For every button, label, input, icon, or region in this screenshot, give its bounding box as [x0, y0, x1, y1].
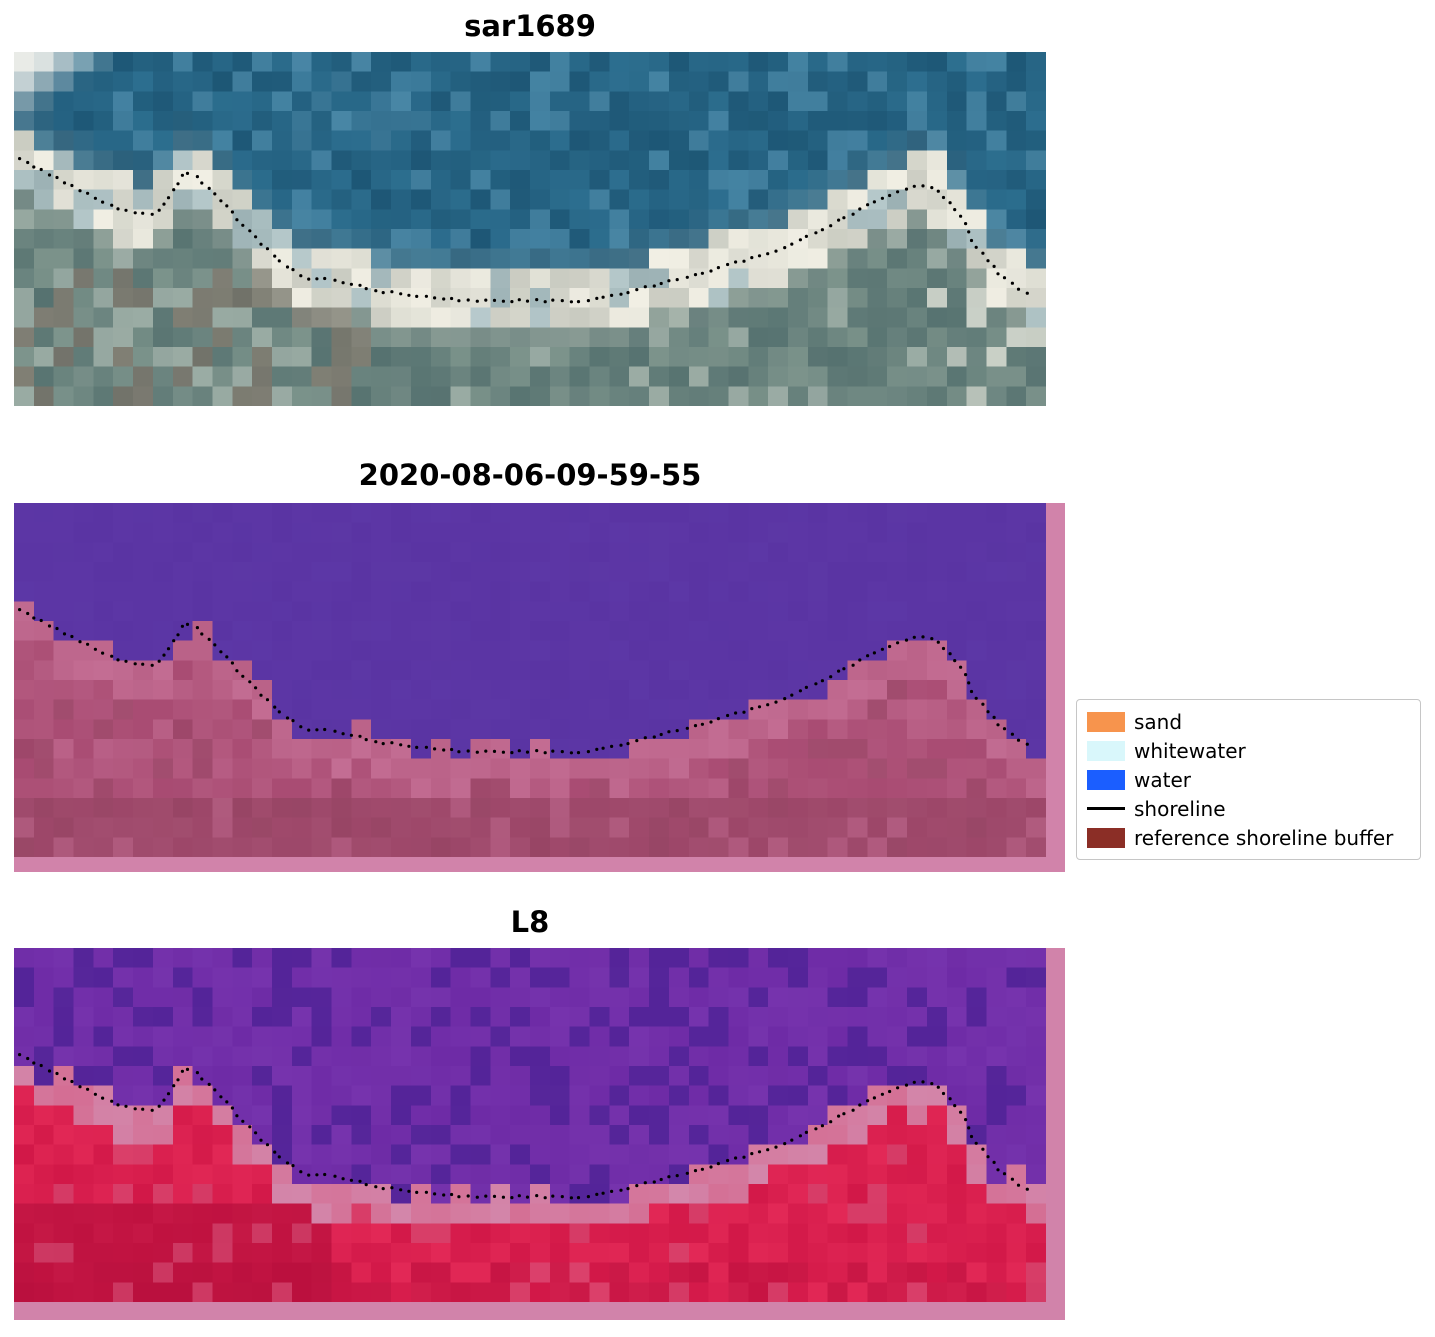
l8-image-canvas: [14, 948, 1046, 1302]
shoreline-dots: [18, 608, 1029, 755]
shoreline-dots: [18, 1053, 1029, 1200]
legend-item-water: water: [1087, 765, 1410, 794]
classified-image: [14, 503, 1065, 872]
legend-label-reference-buffer: reference shoreline buffer: [1134, 825, 1394, 850]
legend-label-shoreline: shoreline: [1134, 796, 1226, 821]
legend-item-shoreline: shoreline: [1087, 794, 1410, 823]
legend-item-reference-buffer: reference shoreline buffer: [1087, 823, 1410, 852]
water-swatch-icon: [1087, 769, 1125, 790]
legend-label-whitewater: whitewater: [1134, 738, 1246, 763]
sar-image-canvas: [14, 52, 1046, 406]
legend-label-sand: sand: [1134, 709, 1183, 734]
panel-title-classified: 2020-08-06-09-59-55: [358, 458, 702, 492]
sand-swatch-icon: [1087, 711, 1125, 732]
panel-title-sar: sar1689: [464, 9, 596, 43]
shoreline-line-icon: [1087, 799, 1125, 819]
legend-label-water: water: [1134, 767, 1191, 792]
l8-image: [14, 948, 1065, 1320]
sar-image: [14, 52, 1046, 406]
whitewater-swatch-icon: [1087, 740, 1125, 761]
legend: sand whitewater water shoreline referenc…: [1076, 699, 1421, 860]
shoreline-dots: [18, 157, 1029, 304]
legend-item-sand: sand: [1087, 707, 1410, 736]
reference-buffer-swatch-icon: [1087, 827, 1125, 848]
classified-image-canvas: [14, 503, 1046, 857]
panel-title-l8: L8: [510, 905, 550, 939]
legend-item-whitewater: whitewater: [1087, 736, 1410, 765]
